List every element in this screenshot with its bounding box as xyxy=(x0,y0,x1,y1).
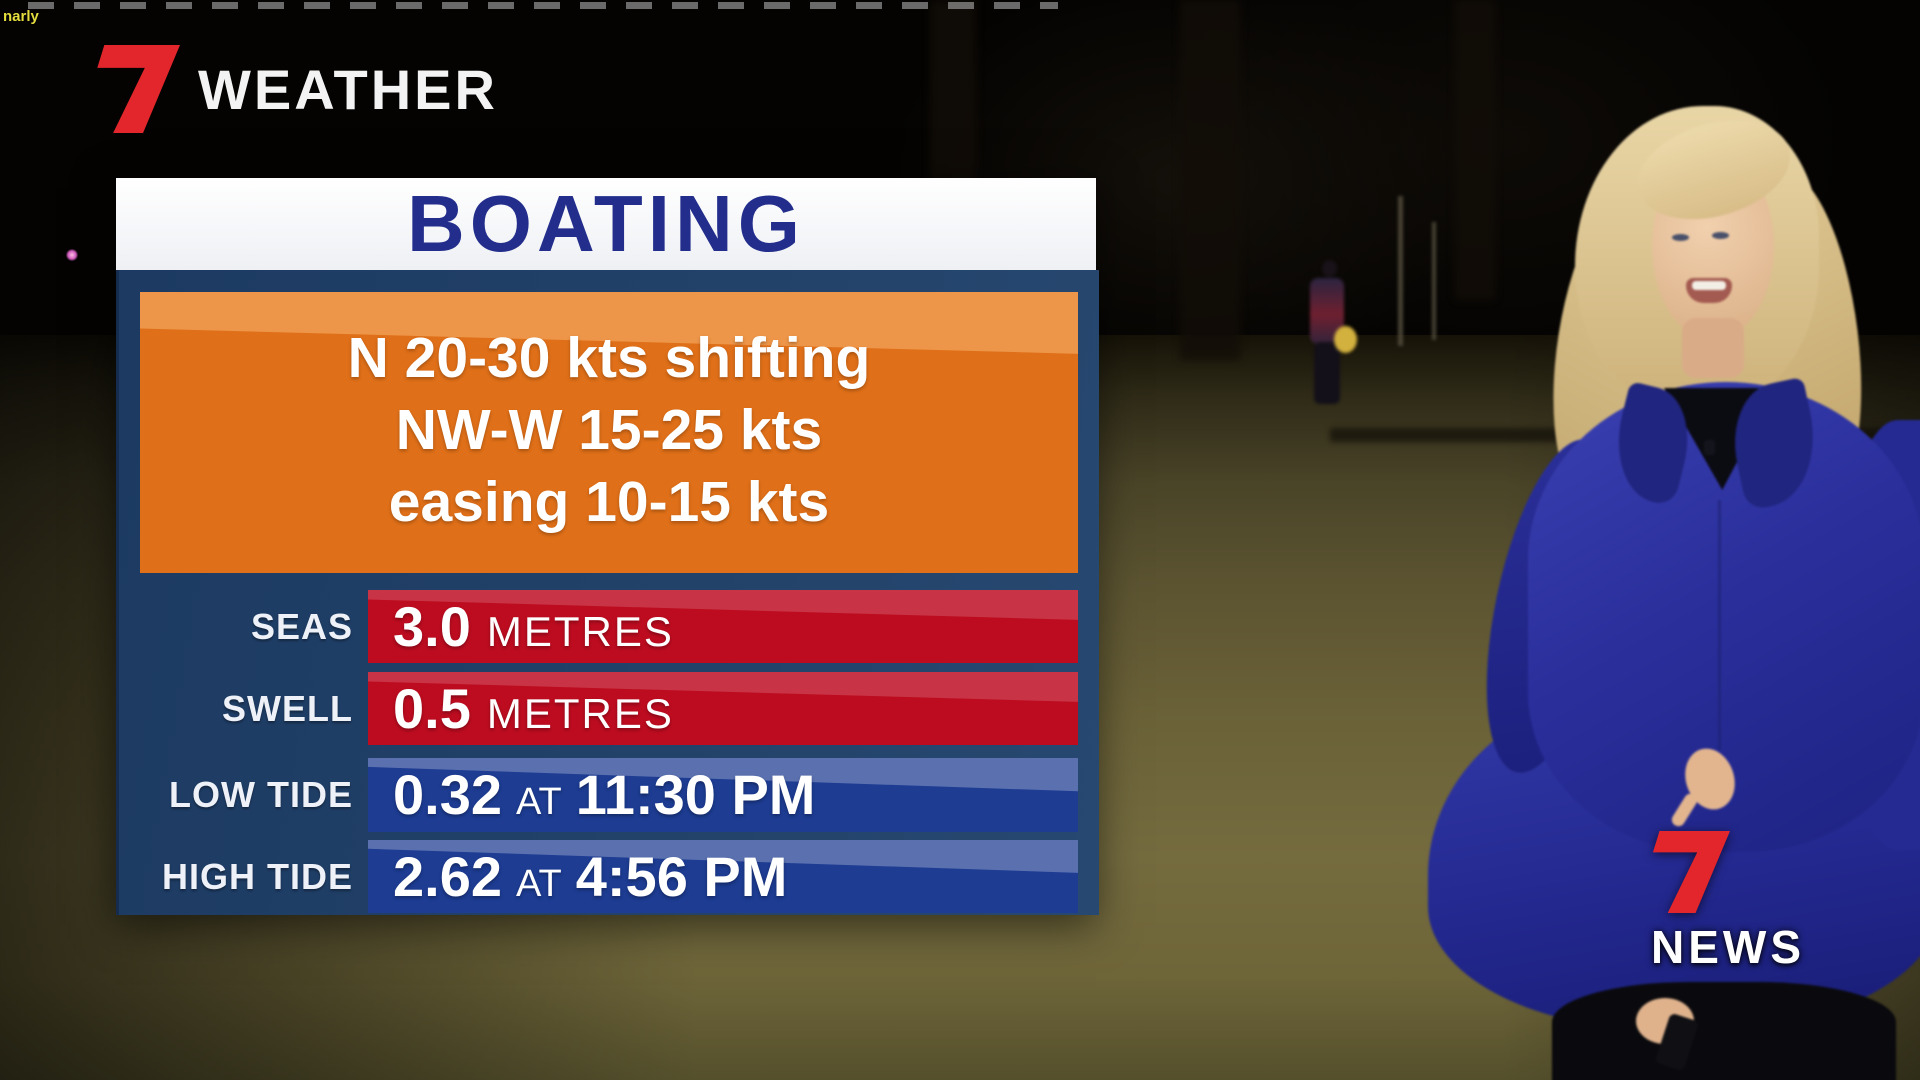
seven-weather-logo: WEATHER xyxy=(92,40,498,138)
boating-panel: BOATING N 20-30 kts shifting NW-W 15-25 … xyxy=(116,178,1099,915)
low-tide-time: 11:30 PM xyxy=(575,763,816,826)
swell-value-bar: 0.5 METRES xyxy=(368,672,1078,745)
low-tide-row: LOW TIDE 0.32 AT 11:30 PM xyxy=(119,758,1078,832)
reporter-mouth xyxy=(1686,278,1732,303)
wind-forecast-text: N 20-30 kts shifting NW-W 15-25 kts easi… xyxy=(140,292,1078,538)
high-tide-value: 2.62 xyxy=(393,844,502,908)
seas-label: SEAS xyxy=(250,605,353,647)
low-tide-connector: AT xyxy=(516,781,562,823)
seven-news-logo: NEWS xyxy=(1648,826,1808,974)
low-tide-value-text: 0.32 AT 11:30 PM xyxy=(368,767,815,823)
seas-row: SEAS 3.0 METRES xyxy=(119,590,1078,663)
watermark-text: narly xyxy=(3,8,39,25)
goal-post xyxy=(1398,196,1403,346)
panel-body: N 20-30 kts shifting NW-W 15-25 kts easi… xyxy=(116,270,1099,915)
reporter-legs xyxy=(1552,982,1896,1080)
wind-line-2: NW-W 15-25 kts xyxy=(395,398,823,462)
reporter-neck xyxy=(1682,318,1744,378)
swell-value-text: 0.5 METRES xyxy=(368,676,674,740)
seas-value-text: 3.0 METRES xyxy=(368,594,674,658)
reporter-teeth xyxy=(1692,281,1726,290)
reporter-eye xyxy=(1672,234,1689,241)
seas-value: 3.0 xyxy=(393,594,471,658)
wind-line-1: N 20-30 kts shifting xyxy=(347,326,871,390)
goal-post xyxy=(1432,222,1436,340)
distant-light xyxy=(66,249,78,261)
swell-unit: METRES xyxy=(486,689,674,737)
low-tide-label: LOW TIDE xyxy=(169,774,353,815)
distant-player-ball xyxy=(1334,326,1357,353)
wind-forecast-box: N 20-30 kts shifting NW-W 15-25 kts easi… xyxy=(140,292,1078,573)
seven-network-7-icon xyxy=(1652,831,1730,913)
high-tide-label: HIGH TIDE xyxy=(161,855,353,897)
seas-value-bar: 3.0 METRES xyxy=(368,590,1078,663)
seas-unit: METRES xyxy=(486,607,674,655)
low-tide-value: 0.32 xyxy=(393,763,502,826)
weather-logo-label: WEATHER xyxy=(198,57,498,121)
distant-player-head xyxy=(1322,260,1337,277)
swell-row: SWELL 0.5 METRES xyxy=(119,672,1078,745)
high-tide-row: HIGH TIDE 2.62 AT 4:56 PM xyxy=(119,840,1078,913)
tree-trunk xyxy=(1180,0,1240,360)
clip-microphone-icon xyxy=(1704,440,1715,455)
distant-player-legs xyxy=(1314,342,1340,404)
swell-label: SWELL xyxy=(222,687,353,729)
high-tide-value-bar: 2.62 AT 4:56 PM xyxy=(368,840,1078,913)
low-tide-value-bar: 0.32 AT 11:30 PM xyxy=(368,758,1078,832)
tree-trunk xyxy=(1455,0,1495,300)
swell-value: 0.5 xyxy=(393,676,471,740)
panel-title: BOATING xyxy=(407,179,805,268)
high-tide-time: 4:56 PM xyxy=(575,844,788,908)
video-artifact-dashes xyxy=(28,2,1058,9)
reporter-coat-seam xyxy=(1718,500,1721,750)
panel-header: BOATING xyxy=(116,178,1096,270)
seven-network-7-icon xyxy=(97,45,180,133)
news-logo-label: NEWS xyxy=(1651,921,1805,973)
reporter-eye xyxy=(1712,232,1729,239)
wind-line-3: easing 10-15 kts xyxy=(388,470,830,534)
high-tide-value-text: 2.62 AT 4:56 PM xyxy=(368,844,788,908)
high-tide-connector: AT xyxy=(516,862,562,905)
